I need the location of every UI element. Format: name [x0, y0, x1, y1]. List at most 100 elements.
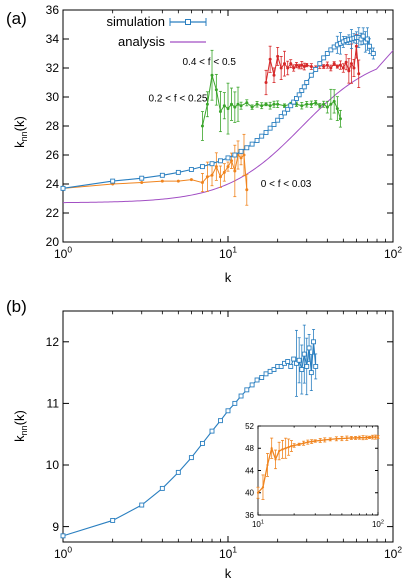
data-point-blue	[199, 440, 205, 446]
data-point-green	[335, 107, 339, 111]
data-point-green	[305, 102, 309, 106]
data-point-blue	[218, 158, 223, 164]
data-point-red	[338, 63, 342, 67]
data-point-blue	[254, 138, 260, 143]
data-point-orange	[274, 458, 277, 461]
y-tick-label: 26	[46, 148, 60, 162]
data-point-blue	[321, 55, 327, 61]
data-point-orange	[189, 178, 193, 182]
data-point-red	[297, 65, 301, 69]
panel-b-inset: 36 40 44 48 52 101 102	[245, 422, 384, 529]
y-tick-label: 11	[47, 397, 60, 411]
data-point-green	[205, 102, 209, 106]
data-point-red	[286, 66, 290, 70]
data-point-red	[329, 66, 333, 70]
data-point-red	[272, 73, 276, 77]
data-point-orange	[310, 440, 313, 443]
panel-b: (b) 9 10 11 12 100 101 102 knn(k) k 36 40 44 48 5…	[6, 297, 402, 581]
data-point-green	[229, 102, 233, 106]
data-point-blue	[285, 106, 291, 112]
data-point-orange	[376, 436, 380, 439]
data-point-blue	[296, 92, 302, 98]
data-point-orange	[176, 179, 180, 183]
data-point-blue	[60, 533, 66, 539]
data-point-red	[322, 65, 326, 69]
data-point-blue	[218, 418, 223, 424]
data-point-blue	[306, 345, 312, 351]
data-point-orange	[323, 438, 326, 442]
data-point-blue	[282, 110, 287, 116]
data-point-red	[341, 66, 345, 70]
legend-marker-simulation	[185, 19, 191, 25]
data-point-blue	[188, 167, 194, 172]
y-tick-label: 30	[46, 90, 60, 104]
data-point-green	[332, 99, 336, 103]
panel-a-yticks: 20 22 24 26 28 30 32 34 36	[46, 3, 393, 249]
data-point-blue	[110, 178, 116, 184]
data-point-blue	[278, 114, 284, 120]
data-point-green	[245, 101, 249, 105]
data-point-orange	[374, 436, 377, 439]
data-point-blue	[328, 47, 334, 53]
data-point-green	[272, 102, 276, 106]
data-point-blue	[288, 363, 294, 369]
data-point-blue	[308, 72, 314, 78]
data-point-blue	[304, 363, 310, 369]
data-point-orange	[284, 447, 287, 450]
data-point-orange	[256, 491, 260, 494]
data-point-orange	[329, 438, 332, 441]
data-point-green	[239, 104, 243, 108]
data-point-orange	[226, 165, 230, 169]
data-point-blue	[238, 393, 244, 399]
annotation-2: 0 < f < 0.03	[261, 179, 312, 190]
data-point-blue	[291, 99, 297, 105]
data-point-orange	[293, 444, 296, 447]
data-point-orange	[218, 175, 222, 179]
data-point-red	[264, 81, 268, 84]
data-point-blue	[159, 485, 165, 491]
panel-b-yticks: 9 10 11 12	[46, 335, 393, 534]
x-tick-label: 102	[384, 545, 402, 561]
data-point-green	[222, 104, 226, 108]
y-tick-label: 9	[52, 520, 59, 534]
data-point-blue	[232, 152, 238, 158]
data-point-blue	[313, 66, 319, 72]
data-point-blue	[263, 371, 269, 377]
data-point-orange	[270, 447, 273, 450]
data-point-red	[349, 62, 353, 66]
data-point-orange	[266, 463, 269, 467]
data-point-green	[276, 102, 280, 106]
data-point-blue	[317, 61, 323, 67]
data-point-green	[325, 105, 329, 109]
x-tick-label: 101	[219, 245, 237, 261]
data-point-orange	[229, 159, 233, 163]
data-point-green	[268, 104, 272, 108]
data-point-blue	[209, 161, 215, 167]
panel-a-plot	[60, 27, 394, 206]
data-point-orange	[287, 446, 290, 449]
data-point-red	[300, 63, 304, 67]
data-point-blue	[288, 103, 294, 109]
data-point-blue	[367, 43, 372, 49]
data-point-red	[292, 66, 296, 70]
data-point-blue	[225, 408, 231, 414]
data-point-orange	[368, 436, 371, 439]
data-point-orange	[361, 436, 365, 439]
series-line-green	[201, 75, 341, 127]
data-point-blue	[313, 363, 319, 369]
data-point-orange	[319, 439, 322, 442]
panel-a-annotations: 0.4 < f < 0.5 0.2 < f < 0.25 0 < f < 0.03	[149, 57, 312, 190]
data-point-blue	[271, 122, 277, 128]
data-point-orange	[358, 436, 361, 439]
data-point-orange	[314, 439, 317, 443]
data-point-green	[322, 102, 326, 106]
data-point-orange	[233, 169, 237, 173]
data-point-green	[329, 102, 333, 106]
panel-a-xticks: 100 101 102	[54, 10, 402, 261]
data-point-orange	[297, 443, 301, 446]
data-point-blue	[291, 356, 297, 362]
data-point-red	[309, 65, 313, 69]
data-point-orange	[210, 173, 214, 177]
data-point-green	[218, 110, 222, 113]
data-point-blue	[232, 400, 238, 406]
